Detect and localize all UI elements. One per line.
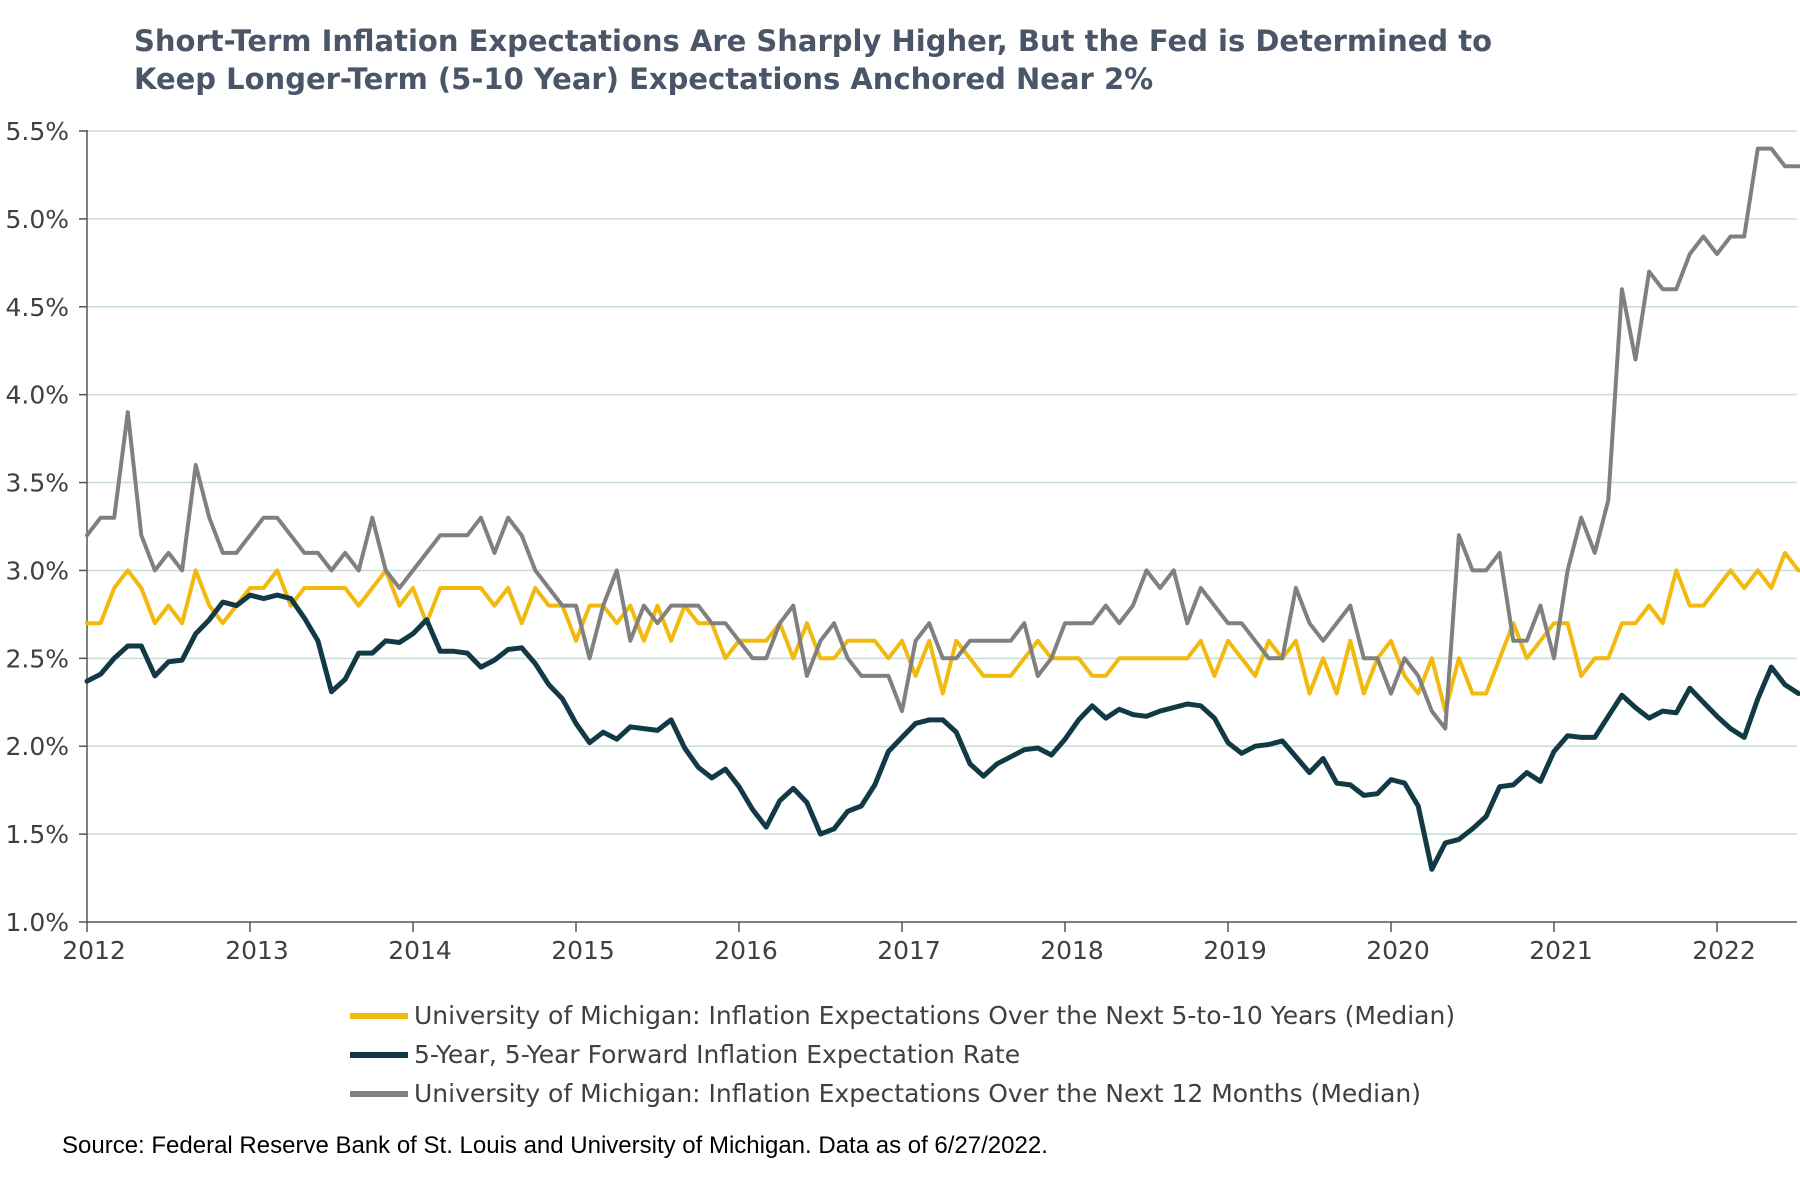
x-tick-label: 2018 xyxy=(1040,936,1104,965)
legend-label-um-12m: University of Michigan: Inflation Expect… xyxy=(414,1079,1422,1108)
x-tick-label: 2017 xyxy=(877,936,941,965)
y-tick-label: 2.5% xyxy=(5,644,69,673)
legend-label-forward-5y5y: 5-Year, 5-Year Forward Inflation Expecta… xyxy=(414,1040,1021,1069)
legend-item-um-5-10: University of Michigan: Inflation Expect… xyxy=(350,996,1455,1035)
legend-item-forward-5y5y: 5-Year, 5-Year Forward Inflation Expecta… xyxy=(350,1035,1455,1074)
series-line-um-5-10 xyxy=(85,550,1800,714)
y-tick-label: 3.0% xyxy=(5,556,69,585)
chart-title-line-1: Short-Term Inflation Expectations Are Sh… xyxy=(134,24,1493,58)
x-tick-label: 2021 xyxy=(1529,936,1593,965)
x-tick-label: 2014 xyxy=(388,936,452,965)
y-tick-label: 4.5% xyxy=(5,293,69,322)
gridlines xyxy=(87,130,1797,835)
y-tick-label: 3.5% xyxy=(5,469,69,498)
y-tick-label: 5.5% xyxy=(5,117,69,146)
x-tick-label: 2020 xyxy=(1366,936,1430,965)
series-lines xyxy=(84,146,1800,872)
legend-swatch-um-5-10 xyxy=(350,1012,408,1019)
legend-item-um-12m: University of Michigan: Inflation Expect… xyxy=(350,1074,1455,1113)
x-tick-labels: 2012 2013 2014 2015 2016 2017 2018 2019 2020 2021… xyxy=(62,936,1756,965)
x-tick-label: 2019 xyxy=(1203,936,1267,965)
legend: University of Michigan: Inflation Expect… xyxy=(350,996,1455,1113)
series-line-um-12m xyxy=(85,146,1800,731)
y-tick-labels: 1.0% 1.5% 2.0% 2.5% 3.0% 3.5% 4.0% 4.5% 5.0% 5.5% xyxy=(5,117,69,937)
y-tick-label: 1.0% xyxy=(5,908,69,937)
axes xyxy=(79,130,1797,932)
chart-title-line-2: Keep Longer-Term (5-10 Year) Expectation… xyxy=(134,62,1154,96)
x-tick-label: 2022 xyxy=(1692,936,1756,965)
x-tick-label: 2012 xyxy=(62,936,126,965)
legend-label-um-5-10: University of Michigan: Inflation Expect… xyxy=(414,1001,1456,1030)
x-tick-label: 2015 xyxy=(551,936,615,965)
legend-swatch-forward-5y5y xyxy=(350,1051,408,1058)
chart-title: Short-Term Inflation Expectations Are Sh… xyxy=(134,22,1734,98)
x-tick-label: 2013 xyxy=(225,936,289,965)
series-line-forward-5y5y xyxy=(84,592,1800,872)
y-tick-label: 1.5% xyxy=(5,820,69,849)
source-note: Source: Federal Reserve Bank of St. Loui… xyxy=(62,1132,1048,1159)
x-tick-label: 2016 xyxy=(714,936,778,965)
y-tick-label: 5.0% xyxy=(5,205,69,234)
y-tick-label: 4.0% xyxy=(5,381,69,410)
legend-swatch-um-12m xyxy=(350,1090,408,1097)
y-tick-label: 2.0% xyxy=(5,732,69,761)
